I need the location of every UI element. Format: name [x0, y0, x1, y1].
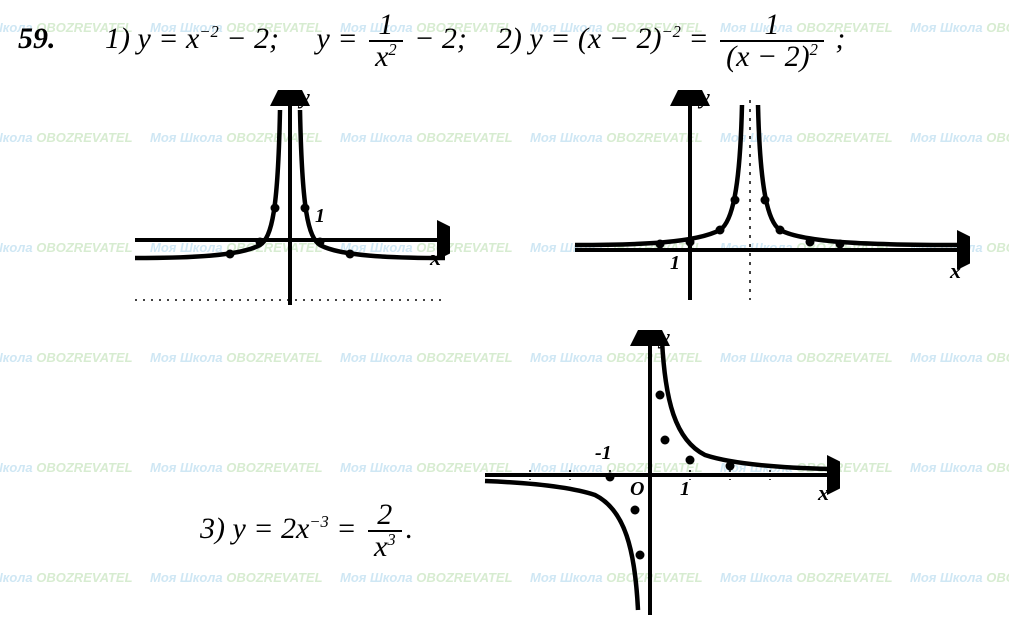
tick-1: 1 [670, 252, 680, 275]
tick-m1: -1 [595, 442, 612, 465]
axis-y-label: y [300, 84, 310, 110]
axis-x-label: x [818, 480, 829, 506]
tick-1: 1 [315, 205, 325, 228]
axis-x-label: x [950, 258, 961, 284]
graph-1: y x 1 [130, 90, 450, 310]
axis-y-label: y [660, 324, 670, 350]
equation-3: 3) y = 2x−3 = 2x3. [200, 500, 413, 562]
graph-2: y x 1 [570, 90, 970, 310]
graph-3: y x O 1 -1 [480, 330, 840, 620]
tick-1: 1 [680, 478, 690, 501]
origin-label: O [630, 478, 644, 501]
equation-1: 1) y = x−2 − 2; y = 1x2 − 2; 2) y = (x −… [105, 10, 845, 72]
axis-x-label: x [430, 245, 441, 271]
axis-y-label: y [700, 84, 710, 110]
problem-number: 59. [18, 22, 56, 56]
